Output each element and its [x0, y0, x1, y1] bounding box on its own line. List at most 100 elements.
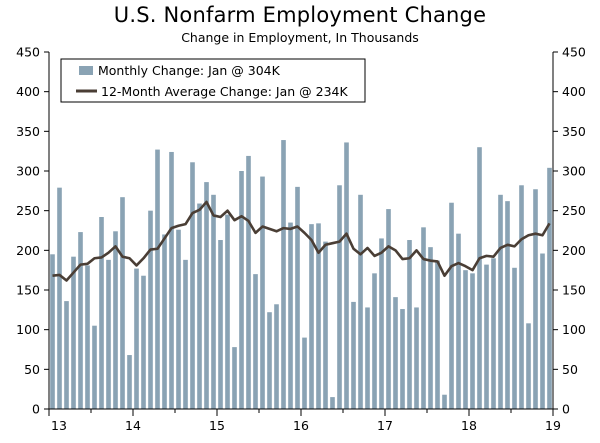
y-tick-label-right-50: 50 — [562, 362, 578, 377]
x-tick-label-18: 18 — [461, 418, 477, 433]
bar-month-49 — [386, 209, 391, 409]
bar-month-30 — [253, 274, 258, 409]
y-tick-label-right-450: 450 — [562, 45, 586, 60]
bar-month-17 — [162, 234, 167, 409]
bar-month-4 — [71, 256, 76, 409]
y-tick-label-left-300: 300 — [16, 164, 40, 179]
y-tick-label-left-50: 50 — [24, 362, 40, 377]
bar-month-23 — [204, 182, 209, 409]
x-tick-label-17: 17 — [377, 418, 393, 433]
bar-month-48 — [379, 238, 384, 409]
bar-month-16 — [155, 149, 160, 409]
bar-month-44 — [351, 301, 356, 409]
bar-month-7 — [92, 325, 97, 409]
bar-month-38 — [309, 224, 314, 409]
bar-month-37 — [302, 337, 307, 409]
bar-month-14 — [141, 275, 146, 409]
bar-month-12 — [127, 355, 132, 409]
bar-month-1 — [50, 254, 55, 409]
bar-month-71 — [540, 253, 545, 409]
x-tick-label-13: 13 — [51, 418, 67, 433]
bar-month-24 — [211, 194, 216, 409]
bar-month-3 — [64, 301, 69, 409]
y-tick-label-right-200: 200 — [562, 243, 586, 258]
y-tick-label-right-300: 300 — [562, 164, 586, 179]
x-tick-label-19: 19 — [545, 418, 561, 433]
bar-month-66 — [505, 201, 510, 409]
bar-month-28 — [239, 171, 244, 409]
bar-month-45 — [358, 194, 363, 409]
bar-month-15 — [148, 210, 153, 409]
x-tick-label-14: 14 — [125, 418, 141, 433]
bar-month-2 — [57, 187, 62, 409]
legend: Monthly Change: Jan @ 304K 12-Month Aver… — [60, 58, 366, 103]
bar-month-62 — [477, 147, 482, 409]
legend-bar-label: Monthly Change: Jan @ 304K — [98, 63, 281, 78]
bar-month-32 — [267, 312, 272, 409]
bar-month-21 — [190, 162, 195, 409]
bar-month-65 — [498, 194, 503, 409]
bar-month-6 — [85, 265, 90, 409]
bar-month-40 — [323, 241, 328, 409]
bar-month-20 — [183, 259, 188, 409]
bar-month-57 — [442, 394, 447, 409]
axes: 0 0 50 50 100 100 150 150 200 200 250 250 300 300 350 3… — [16, 45, 586, 434]
y-tick-label-left-450: 450 — [16, 45, 40, 60]
bar-month-69 — [526, 323, 531, 409]
bar-month-33 — [274, 304, 279, 409]
bar-month-42 — [337, 185, 342, 409]
y-tick-label-right-350: 350 — [562, 124, 586, 139]
bar-month-70 — [533, 189, 538, 409]
bar-month-59 — [456, 233, 461, 409]
bar-month-27 — [232, 347, 237, 409]
y-tick-label-left-100: 100 — [16, 322, 40, 337]
bar-month-68 — [519, 185, 524, 409]
bar-month-61 — [470, 273, 475, 409]
y-tick-label-left-400: 400 — [16, 84, 40, 99]
bar-month-39 — [316, 223, 321, 409]
bar-month-41 — [330, 397, 335, 409]
bar-month-52 — [407, 240, 412, 409]
bar-month-10 — [113, 231, 118, 409]
bar-month-34 — [281, 140, 286, 409]
bar-month-29 — [246, 155, 251, 409]
y-tick-label-left-250: 250 — [16, 203, 40, 218]
average-line-series — [52, 200, 551, 282]
bar-month-55 — [428, 247, 433, 409]
bar-month-18 — [169, 151, 174, 409]
bar-month-26 — [225, 214, 230, 409]
bar-month-9 — [106, 259, 111, 409]
bar-month-51 — [400, 309, 405, 409]
y-tick-label-left-350: 350 — [16, 124, 40, 139]
bar-series — [50, 140, 552, 409]
bar-month-31 — [260, 176, 265, 409]
bar-month-36 — [295, 186, 300, 409]
chart-subtitle: Change in Employment, In Thousands — [181, 30, 419, 45]
bar-month-63 — [484, 264, 489, 409]
x-tick-label-15: 15 — [209, 418, 225, 433]
bar-month-22 — [197, 203, 202, 409]
y-tick-label-left-200: 200 — [16, 243, 40, 258]
bar-month-25 — [218, 240, 223, 409]
legend-line-label: 12-Month Average Change: Jan @ 234K — [101, 84, 348, 99]
bar-month-72 — [547, 167, 552, 409]
bar-month-13 — [134, 268, 139, 409]
bar-month-54 — [421, 227, 426, 409]
bar-month-11 — [120, 197, 125, 409]
y-tick-label-right-250: 250 — [562, 203, 586, 218]
y-tick-label-right-0: 0 — [562, 402, 570, 417]
legend-bar-swatch — [79, 66, 93, 75]
bar-month-35 — [288, 222, 293, 409]
bar-month-8 — [99, 217, 104, 409]
bar-month-60 — [463, 270, 468, 409]
y-tick-label-right-100: 100 — [562, 322, 586, 337]
bar-month-5 — [78, 232, 83, 409]
bar-month-67 — [512, 267, 517, 409]
y-tick-label-right-150: 150 — [562, 283, 586, 298]
bar-month-53 — [414, 307, 419, 409]
average-line — [52, 200, 551, 282]
bar-month-46 — [365, 307, 370, 409]
bar-month-50 — [393, 297, 398, 409]
bar-month-43 — [344, 142, 349, 409]
